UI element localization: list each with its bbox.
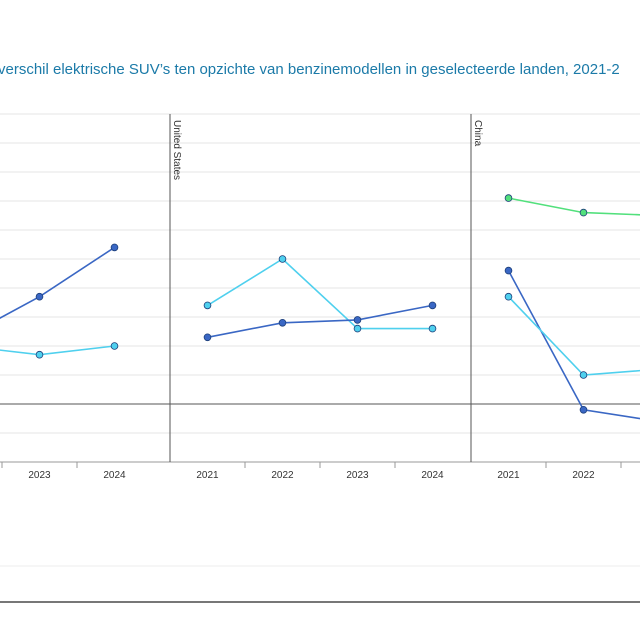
panel-label: China bbox=[472, 120, 483, 147]
x-tick-label: 2022 bbox=[572, 470, 595, 481]
data-point-light bbox=[353, 324, 362, 333]
data-point-light bbox=[428, 324, 437, 333]
data-point-green bbox=[504, 194, 513, 202]
panels: 2023 2024 United States 2021 2022 2023 2024 Chi… bbox=[0, 113, 640, 481]
data-point-light bbox=[504, 292, 513, 301]
x-tick-label: 2021 bbox=[196, 470, 219, 481]
x-tick-label: 2023 bbox=[28, 470, 51, 481]
data-point-dark bbox=[579, 405, 588, 414]
data-point-light bbox=[35, 350, 44, 359]
data-point-green bbox=[579, 208, 588, 217]
data-point-dark bbox=[504, 266, 513, 275]
data-point-dark bbox=[203, 333, 212, 342]
data-point-light bbox=[579, 371, 588, 379]
data-point-dark bbox=[110, 243, 119, 252]
data-point-light bbox=[203, 301, 212, 310]
chart-title: verschil elektrische SUV’s ten opzichte … bbox=[0, 61, 620, 78]
data-point-dark bbox=[353, 316, 362, 324]
x-tick-label: 2024 bbox=[421, 470, 444, 481]
x-tick-label: 2024 bbox=[103, 470, 126, 481]
data-point-light bbox=[278, 255, 287, 263]
data-point-dark bbox=[35, 292, 44, 301]
x-tick-label: 2023 bbox=[346, 470, 369, 481]
data-point-light bbox=[110, 342, 119, 350]
x-tick-label: 2021 bbox=[497, 470, 520, 481]
panel-label: United States bbox=[171, 120, 182, 180]
x-tick-label: 2022 bbox=[271, 470, 294, 481]
series-line-light bbox=[207, 257, 433, 330]
data-point-dark bbox=[278, 318, 287, 327]
series-line-dark bbox=[207, 304, 433, 339]
data-point-dark bbox=[428, 301, 437, 310]
